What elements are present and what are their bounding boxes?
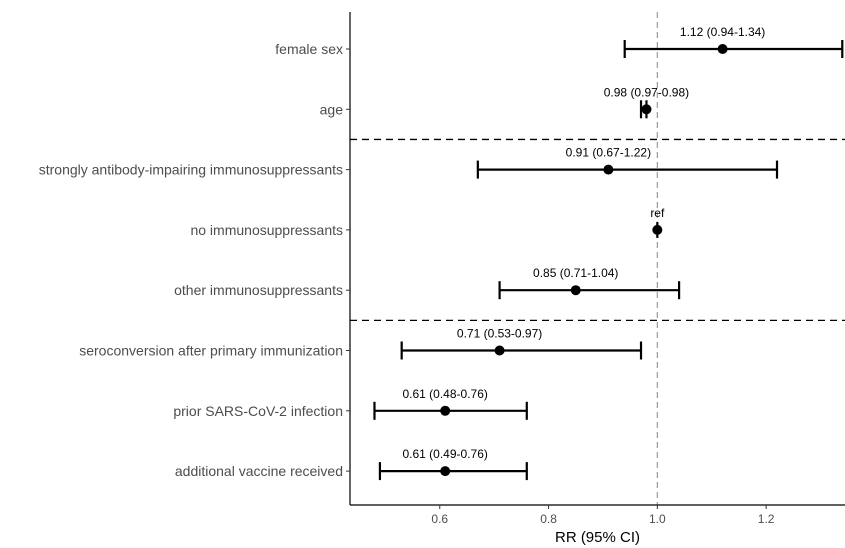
estimate-label: 1.12 (0.94-1.34) [680, 25, 765, 39]
x-axis-title: RR (95% CI) [555, 529, 640, 546]
estimate-point [641, 104, 652, 115]
x-tick-label: 1.2 [758, 512, 775, 526]
estimate-label: 0.91 (0.67-1.22) [566, 146, 651, 160]
estimate-point [494, 345, 505, 356]
category-label: strongly antibody-impairing immunosuppre… [39, 162, 343, 178]
estimate-label: 0.71 (0.53-0.97) [457, 327, 542, 341]
estimate-label: 0.98 (0.97-0.98) [604, 85, 689, 99]
estimate-point [570, 285, 581, 296]
estimate-label: 0.61 (0.48-0.76) [402, 387, 487, 401]
x-tick-label: 1.0 [649, 512, 666, 526]
estimate-point [717, 44, 728, 54]
axes: 0.6 0.8 1.0 1.2 female sex age strongly antibo… [39, 12, 845, 526]
estimate-label: ref [650, 206, 665, 220]
category-label: other immunosuppressants [174, 282, 343, 298]
x-tick-label: 0.6 [431, 512, 448, 526]
category-label: female sex [275, 41, 343, 57]
category-label: prior SARS-CoV-2 infection [173, 403, 343, 419]
estimate-point [440, 466, 451, 477]
estimate-label: 0.85 (0.71-1.04) [533, 266, 618, 280]
category-label: no immunosuppressants [190, 222, 343, 238]
plot-panel [350, 12, 845, 505]
estimate-point [440, 405, 451, 416]
estimate-point [652, 224, 663, 235]
estimate-label: 0.61 (0.49-0.76) [402, 447, 487, 461]
estimate-point [603, 164, 614, 175]
category-label: additional vaccine received [175, 463, 343, 479]
category-label: age [320, 101, 344, 117]
x-tick-label: 0.8 [540, 512, 557, 526]
plot-marks: 1.12 (0.94-1.34) 0.98 (0.97-0.98) 0.91 (0.… [373, 25, 844, 481]
category-label: seroconversion after primary immunizatio… [79, 343, 343, 359]
